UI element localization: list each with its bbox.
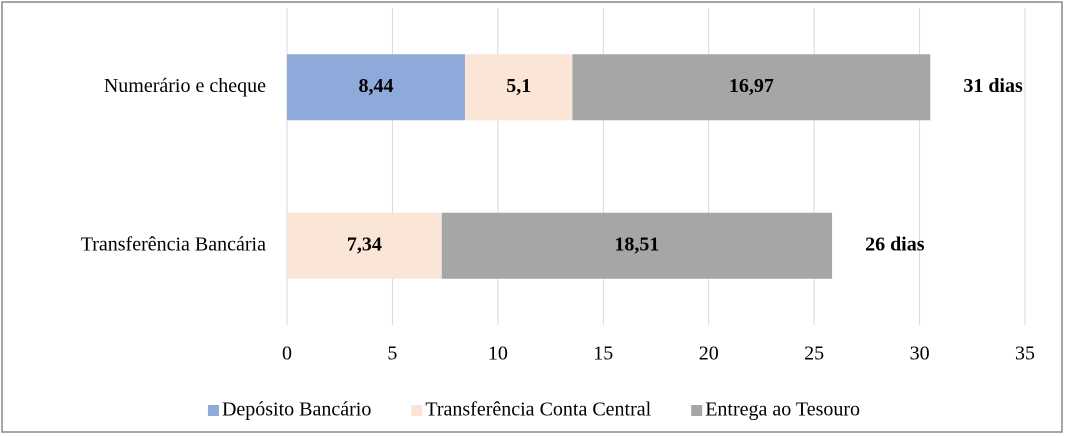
value-label: 16,97 [729, 75, 774, 97]
x-tick-label: 30 [910, 343, 930, 365]
total-label: 31 dias [963, 75, 1023, 97]
x-tick-label: 20 [699, 343, 719, 365]
value-label: 7,34 [347, 233, 382, 255]
legend-label: Depósito Bancário [222, 399, 371, 421]
value-label: 5,1 [506, 75, 531, 97]
legend-swatch [411, 405, 423, 416]
x-tick-label: 25 [804, 343, 824, 365]
x-tick-label: 0 [282, 343, 292, 365]
legend-swatch [691, 405, 703, 416]
bar-segment [572, 54, 931, 121]
bar-segment [441, 212, 833, 279]
bar-segment [287, 212, 442, 279]
legend-swatch [207, 405, 219, 416]
bar-segment [287, 54, 465, 121]
x-tick-label: 15 [593, 343, 613, 365]
legend-label: Entrega ao Tesouro [705, 399, 860, 421]
y-tick-label: Transferência Bancária [81, 233, 266, 255]
total-label: 26 dias [865, 233, 925, 255]
legend-label: Transferência Conta Central [425, 399, 651, 421]
x-tick-label: 5 [387, 343, 397, 365]
y-tick-label: Numerário e cheque [104, 75, 266, 97]
bar-segment [464, 54, 573, 121]
value-label: 18,51 [614, 233, 659, 255]
value-label: 8,44 [358, 75, 393, 97]
x-tick-label: 35 [1015, 343, 1035, 365]
x-tick-label: 10 [488, 343, 508, 365]
